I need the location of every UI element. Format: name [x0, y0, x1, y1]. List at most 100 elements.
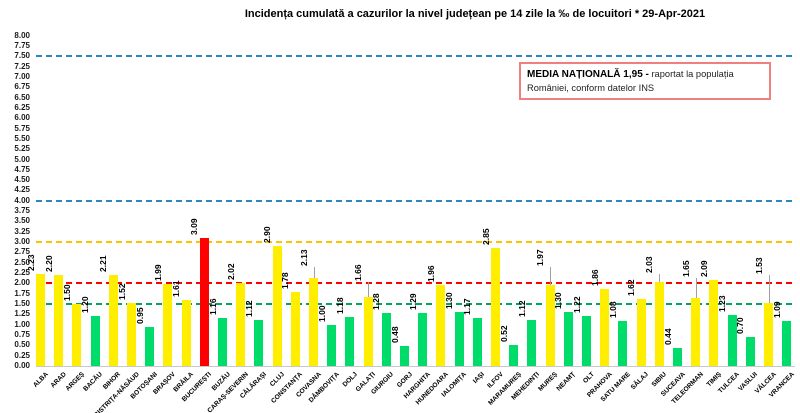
x-axis-label: IAȘI: [472, 371, 487, 386]
y-tick-label: 6.25: [14, 102, 30, 112]
bar-value-label: 1.18: [334, 297, 345, 315]
bar-VASLUI: [745, 337, 755, 366]
leader-line: [695, 277, 697, 298]
bar-DÂMBOVIȚA: [327, 324, 337, 366]
leader-line: [368, 282, 370, 298]
bar-BISTRIȚA-NĂSĂUD: [127, 303, 136, 366]
bar-CLUJ: [272, 246, 282, 366]
bar-BRAȘOV: [163, 283, 173, 366]
bar-CONSTANȚA: [290, 292, 300, 366]
bar-value-label: 1.53: [753, 257, 764, 274]
threshold-line-1.5: [36, 303, 795, 306]
bar-value-label: 0.44: [662, 328, 673, 345]
bar-BACĂU: [90, 316, 100, 366]
national-average-note: raportat la populația României, conform …: [527, 69, 734, 93]
national-average-box: MEDIA NAȚIONALĂ 1,95 - raportat la popul…: [519, 62, 771, 101]
chart-title: Incidența cumulată a cazurilor la nivel …: [244, 8, 706, 20]
bar-CĂLĂRAȘI: [254, 319, 264, 366]
bar-TELEORMAN: [691, 297, 701, 366]
bar-OLT: [582, 315, 591, 366]
y-tick-label: 0.00: [14, 361, 30, 370]
bar-TULCEA: [727, 315, 737, 366]
bar-value-label: 1.61: [171, 279, 182, 297]
y-tick-label: 1.25: [14, 309, 30, 319]
bar-value-label: 2.21: [98, 255, 109, 272]
bar-value-label: 0.95: [134, 307, 145, 324]
y-tick-label: 4.50: [14, 175, 30, 185]
bar-value-label: 0.70: [735, 317, 746, 335]
bar-value-label: 1.29: [407, 293, 418, 310]
bar-HUNEDOARA: [436, 285, 446, 366]
bar-value-label: 1.00: [316, 305, 327, 322]
bar-BUCUREȘTI: [199, 238, 209, 366]
y-tick-label: 5.75: [14, 123, 30, 133]
bar-value-label: 1.99: [152, 264, 163, 281]
y-tick-label: 7.75: [14, 40, 30, 50]
bar-IALOMIȚA: [454, 312, 464, 366]
y-tick-label: 7.50: [14, 51, 30, 61]
leader-line: [768, 274, 770, 303]
y-tick-label: 0.25: [14, 350, 30, 360]
bar-value-label: 1.16: [207, 298, 218, 316]
bar-BIHOR: [108, 274, 118, 366]
y-tick-label: 2.50: [14, 257, 30, 267]
bar-value-label: 1.52: [116, 283, 127, 301]
y-tick-label: 3.50: [14, 216, 30, 226]
bar-VRANCEA: [782, 320, 792, 366]
bar-value-label: 1.12: [243, 300, 254, 317]
bar-value-label: 1.50: [61, 284, 72, 302]
leader-line: [313, 267, 315, 279]
bar-ALBA: [36, 273, 45, 366]
bar-SIBIU: [654, 282, 664, 366]
y-tick-label: 0.50: [14, 340, 30, 350]
y-tick-label: 3.00: [14, 237, 30, 247]
bar-GIURGIU: [381, 313, 391, 366]
y-tick-label: 2.75: [14, 247, 30, 257]
bar-SUCEAVA: [673, 347, 682, 366]
y-tick-label: 2.25: [14, 268, 30, 278]
y-tick-label: 7.00: [14, 71, 30, 81]
bar-GALAȚI: [363, 297, 373, 366]
y-tick-label: 5.50: [14, 133, 30, 143]
y-tick-label: 1.75: [14, 288, 30, 298]
bar-value-label: 0.48: [389, 326, 400, 344]
bar-value-label: 1.96: [425, 265, 436, 283]
bar-NEAMȚ: [563, 312, 573, 366]
bar-value-label: 1.12: [516, 300, 527, 317]
y-tick-label: 6.75: [14, 82, 30, 92]
bar-value-label: 1.62: [626, 279, 637, 297]
bar-value-label: 1.22: [571, 296, 582, 313]
y-tick-label: 4.75: [14, 164, 30, 174]
leader-line: [659, 274, 661, 283]
y-tick-label: 8.00: [14, 30, 30, 40]
leader-line: [550, 266, 552, 285]
bar-MEHEDINȚI: [527, 319, 537, 366]
y-tick-label: 6.50: [14, 92, 30, 102]
threshold-line-3: [36, 241, 795, 244]
y-tick-label: 2.00: [14, 278, 30, 288]
x-axis-label: MUREȘ: [537, 371, 560, 393]
y-tick-label: 4.00: [14, 195, 30, 205]
bar-ARGEȘ: [72, 304, 82, 366]
bar-value-label: 2.02: [225, 263, 236, 280]
y-tick-label: 7.25: [14, 61, 30, 71]
bar-IAȘI: [472, 317, 482, 366]
y-tick-label: 6.00: [14, 113, 30, 123]
bar-VÂLCEA: [764, 302, 773, 366]
y-tick-label: 1.50: [14, 299, 30, 309]
y-tick-label: 0.75: [14, 330, 30, 340]
bar-value-label: 1.30: [444, 292, 455, 310]
x-axis-baseline: [36, 366, 795, 367]
x-axis-label: OLT: [581, 371, 596, 385]
bar-value-label: 2.23: [25, 254, 36, 271]
threshold-line-4: [36, 199, 795, 202]
bar-GORJ: [400, 346, 409, 366]
bar-value-label: 1.23: [717, 295, 728, 313]
y-tick-label: 5.25: [14, 144, 30, 154]
threshold-line-2: [36, 282, 795, 285]
bar-value-label: 1.09: [771, 301, 782, 318]
bar-HARGHITA: [418, 312, 428, 366]
bar-value-label: 2.13: [298, 249, 309, 267]
bar-value-label: 1.86: [589, 269, 600, 287]
